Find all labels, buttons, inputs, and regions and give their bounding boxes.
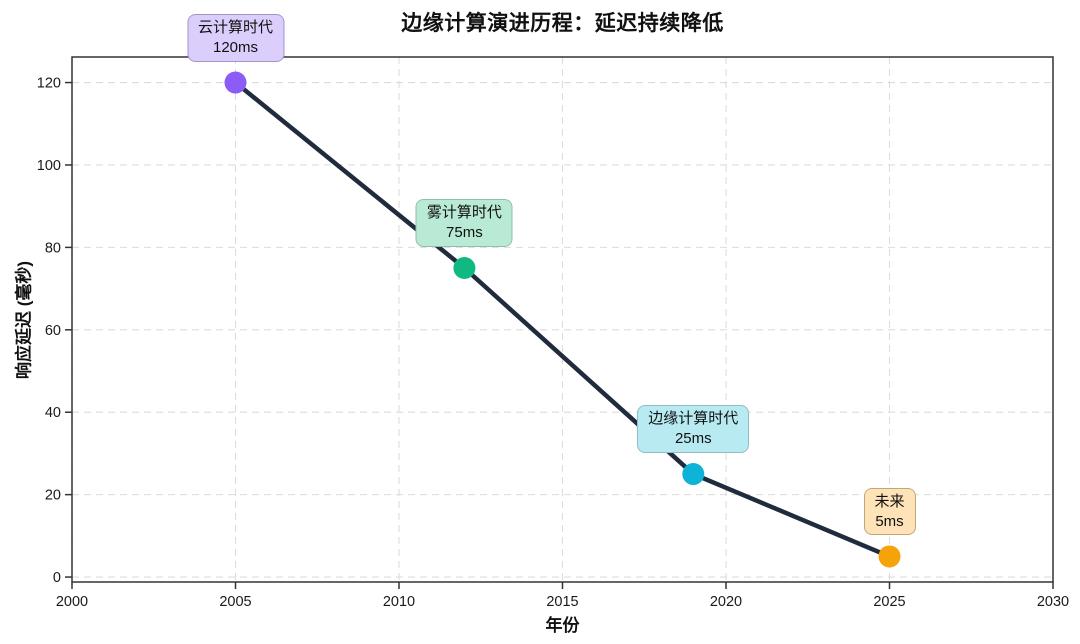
y-tick-label: 60 [45,323,61,339]
annotation-box: 云计算时代 120ms [186,13,285,62]
annotation-box: 未来 5ms [863,487,916,536]
x-tick-label: 2030 [1037,594,1069,610]
annotation-value-label: 5ms [875,512,904,530]
annotation-era-label: 云计算时代 [197,18,274,36]
y-tick-label: 80 [45,240,61,256]
y-axis-label: 响应延迟 (毫秒) [14,260,34,380]
data-point [878,545,901,568]
annotation-era-label: 边缘计算时代 [648,410,739,428]
annotation-era-label: 雾计算时代 [426,204,502,222]
x-tick-label: 2025 [873,594,905,610]
chart-title: 边缘计算演进历程：延迟持续降低 [401,12,724,35]
data-point [682,463,705,486]
annotation-value-label: 75ms [446,224,483,242]
annotation-value-label: 120ms [212,38,259,56]
annotation-box: 边缘计算时代 25ms [637,405,750,454]
y-tick-label: 20 [45,488,61,504]
annotation-box: 雾计算时代 75ms [415,199,513,247]
data-point [453,256,476,279]
annotation-era-label: 未来 [874,492,905,510]
y-tick-label: 40 [45,405,61,421]
x-tick-label: 2000 [56,594,88,610]
y-tick-label: 100 [37,158,61,174]
x-tick-label: 2010 [383,594,415,610]
latency-line [233,80,892,559]
x-tick-label: 2015 [546,594,578,610]
x-tick-label: 2020 [710,594,742,610]
y-tick-label: 0 [53,570,61,586]
x-axis-label: 年份 [545,616,580,635]
x-tick-label: 2005 [219,594,251,610]
annotation-value-label: 25ms [674,430,712,448]
data-point [224,71,247,94]
y-tick-label: 120 [37,76,61,92]
